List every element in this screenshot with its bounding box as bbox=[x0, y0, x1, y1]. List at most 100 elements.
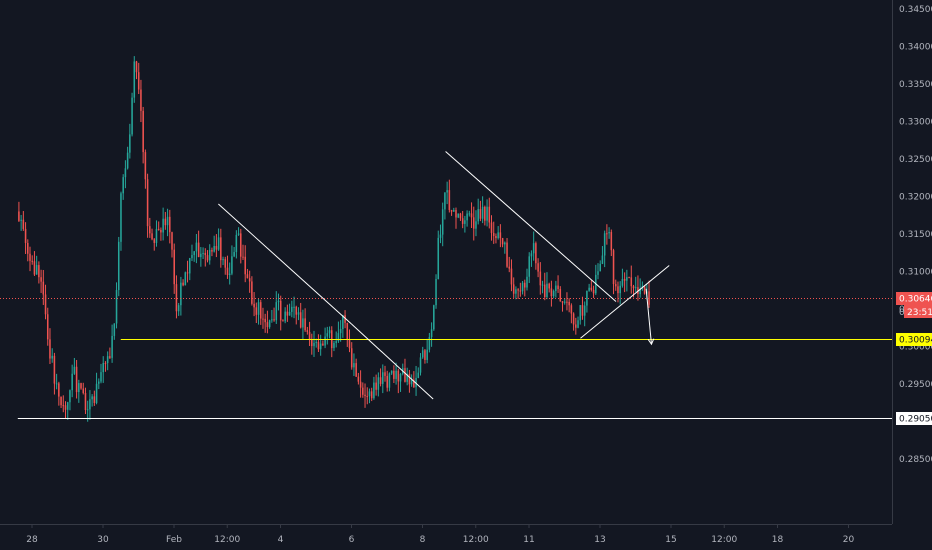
candle-body bbox=[35, 265, 38, 275]
countdown-prefix: 0 bbox=[899, 308, 905, 318]
trend-line-5[interactable] bbox=[580, 265, 670, 339]
x-tick-label: 13 bbox=[594, 535, 605, 545]
candle-body bbox=[144, 152, 147, 180]
candle-body bbox=[362, 387, 364, 395]
candle-body bbox=[504, 242, 506, 245]
candle-body bbox=[448, 190, 451, 210]
candle-body bbox=[439, 234, 442, 238]
candle-body bbox=[626, 277, 628, 281]
candle-body bbox=[552, 290, 555, 297]
candle-body bbox=[335, 341, 337, 343]
time-axis[interactable]: 28 30 Feb 12:00 4 6 8 12:00 11 13 15 12:00 18 20 bbox=[26, 524, 854, 545]
candle-body bbox=[264, 318, 266, 323]
trend-line-4[interactable] bbox=[594, 282, 617, 302]
candle-body bbox=[317, 341, 320, 350]
candle-body bbox=[291, 306, 293, 312]
candle-body bbox=[62, 405, 65, 407]
candle-body bbox=[311, 339, 313, 347]
x-tick-label: 12:00 bbox=[463, 535, 489, 545]
candle-body bbox=[490, 222, 493, 233]
candle-body bbox=[122, 177, 124, 194]
candle-body bbox=[255, 307, 258, 315]
candle-body bbox=[115, 290, 118, 324]
candle-body bbox=[495, 235, 497, 239]
candle-body bbox=[628, 277, 630, 279]
candle-body bbox=[486, 206, 488, 221]
candle-body bbox=[268, 320, 271, 328]
x-tick-label: 15 bbox=[665, 535, 676, 545]
countdown-badge bbox=[904, 305, 932, 318]
candle-body bbox=[610, 232, 613, 251]
candle-body bbox=[275, 302, 278, 321]
candle-body bbox=[113, 323, 116, 336]
candle-body bbox=[242, 256, 244, 258]
candle-body bbox=[22, 219, 25, 229]
candle-body bbox=[155, 228, 158, 243]
candle-body bbox=[49, 339, 51, 359]
candle-body bbox=[488, 206, 491, 223]
y-tick-label: 0.34500 bbox=[899, 5, 932, 15]
candle-body bbox=[246, 274, 249, 279]
candle-body bbox=[541, 284, 544, 286]
candle-body bbox=[404, 368, 406, 382]
price-badge-label: 0.30094 bbox=[899, 336, 932, 346]
x-tick-label: Feb bbox=[166, 535, 182, 545]
candle-body bbox=[506, 242, 508, 267]
candle-body bbox=[297, 312, 300, 315]
candle-body bbox=[202, 252, 204, 254]
trend-line-6[interactable] bbox=[645, 288, 652, 345]
candle-body bbox=[31, 260, 33, 262]
x-tick-label: 12:00 bbox=[711, 535, 737, 545]
candle-body bbox=[220, 237, 222, 261]
candle-body bbox=[302, 318, 304, 328]
candle-body bbox=[632, 286, 635, 289]
candle-body bbox=[410, 379, 413, 385]
candle-body bbox=[197, 242, 200, 258]
candle-body bbox=[515, 289, 517, 294]
candle-body bbox=[44, 294, 47, 315]
candle-body bbox=[277, 300, 280, 303]
candle-body bbox=[499, 232, 502, 239]
candle-body bbox=[60, 396, 62, 406]
candle-body bbox=[200, 253, 202, 258]
trend-line-1[interactable] bbox=[218, 203, 352, 325]
candle-body bbox=[546, 283, 548, 298]
trend-line-2[interactable] bbox=[351, 323, 434, 400]
trend-lines-layer[interactable] bbox=[218, 151, 670, 400]
candle-body bbox=[588, 287, 590, 291]
candle-body bbox=[492, 232, 495, 236]
candle-body bbox=[382, 372, 384, 384]
candle-body bbox=[406, 373, 408, 382]
candle-body bbox=[262, 318, 264, 320]
candle-body bbox=[413, 379, 415, 388]
candle-body bbox=[461, 218, 464, 224]
candle-body bbox=[433, 305, 435, 330]
candle-body bbox=[38, 265, 40, 278]
candle-body bbox=[153, 239, 156, 243]
candle-body bbox=[337, 333, 340, 342]
candle-body bbox=[614, 284, 617, 287]
candle-body bbox=[421, 350, 424, 358]
x-tick-label: 4 bbox=[278, 535, 284, 545]
candle-body bbox=[195, 242, 198, 252]
candle-body bbox=[426, 349, 428, 361]
candle-body bbox=[319, 343, 322, 350]
price-badge-label: 0.30646 bbox=[899, 295, 932, 305]
candle-body bbox=[521, 282, 524, 292]
candle-body bbox=[71, 373, 73, 391]
trend-line-3[interactable] bbox=[445, 151, 596, 284]
x-tick-label: 30 bbox=[97, 535, 109, 545]
candle-body bbox=[601, 255, 604, 264]
candle-body bbox=[548, 283, 550, 289]
candle-body bbox=[18, 211, 20, 221]
candle-body bbox=[82, 388, 85, 394]
candle-body bbox=[379, 377, 382, 384]
candle-body bbox=[424, 350, 426, 361]
candle-body bbox=[151, 233, 153, 240]
candle-body bbox=[537, 263, 539, 272]
candle-body bbox=[186, 272, 189, 274]
